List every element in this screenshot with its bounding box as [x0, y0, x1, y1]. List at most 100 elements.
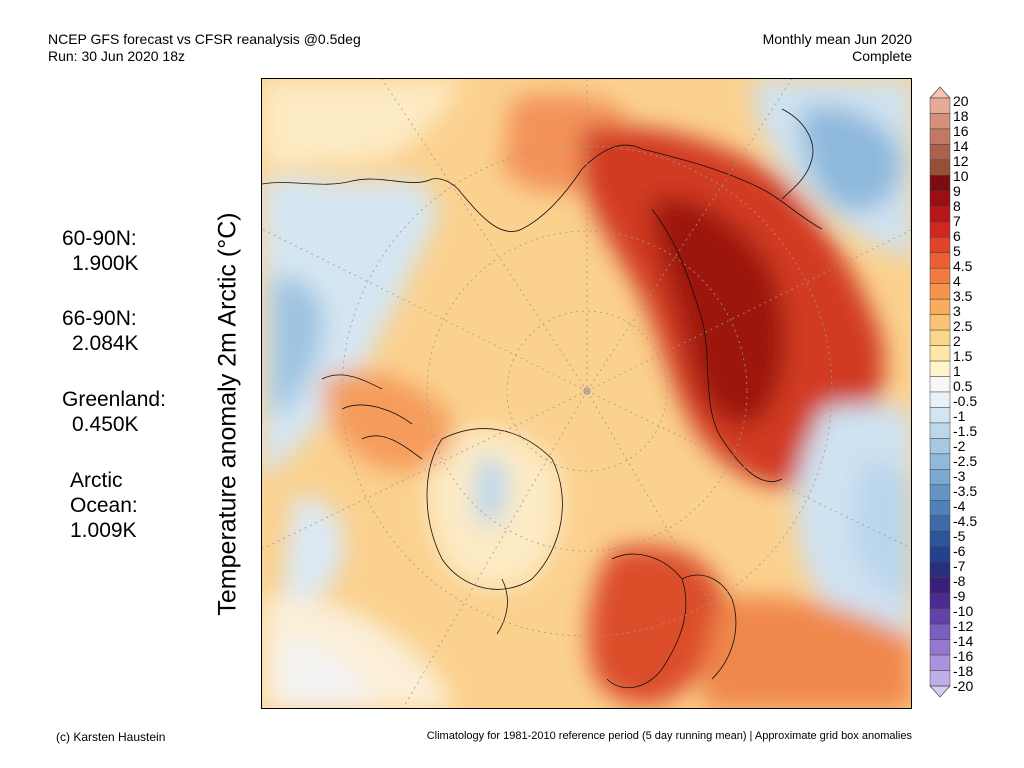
colorbar-tick-label: -10 [953, 603, 974, 619]
header-right: Monthly mean Jun 2020 Complete [763, 31, 912, 65]
colorbar-swatch [929, 670, 951, 687]
colorbar-tick-label: 9 [953, 183, 961, 199]
colorbar-swatch [929, 531, 951, 547]
colorbar-swatch [929, 654, 951, 671]
colorbar-tick-label: 10 [953, 168, 969, 184]
colorbar-min-arrow [929, 685, 951, 698]
axis-title: Temperature anomaly 2m Arctic (°C) [213, 212, 242, 616]
colorbar-swatch [929, 128, 951, 145]
colorbar-swatch [929, 422, 951, 439]
period-title: Monthly mean Jun 2020 [762, 31, 912, 47]
colorbar-swatch [929, 221, 951, 238]
colorbar-swatch [929, 283, 951, 300]
colorbar-tick-label: 1 [953, 363, 961, 379]
copyright: (c) Karsten Haustein [56, 730, 166, 744]
colorbar-tick-label: -1.5 [953, 423, 978, 439]
colorbar-tick-label: -18 [953, 663, 974, 679]
colorbar-tick-label: 18 [953, 108, 969, 124]
colorbar-swatch [929, 97, 951, 114]
colorbar-swatch [929, 345, 951, 362]
colorbar-tick-label: -20 [953, 678, 974, 694]
colorbar-swatch [929, 175, 951, 192]
colorbar-swatch [929, 314, 951, 331]
colorbar-tick-label: 4.5 [953, 258, 973, 274]
stat-66-90n: 66-90N: 2.084K [62, 306, 139, 356]
anomaly-field [262, 79, 911, 708]
colorbar-tick-label: -4.5 [953, 513, 978, 529]
colorbar-tick-label: -2.5 [953, 453, 978, 469]
colorbar-swatch [929, 144, 951, 161]
colorbar-tick-label: -3.5 [953, 483, 978, 499]
colorbar-tick-label: 12 [953, 153, 969, 169]
stat-value: 1.009K [70, 519, 137, 542]
colorbar-tick-label: -9 [953, 588, 966, 604]
stat-greenland: Greenland: 0.450K [62, 387, 166, 437]
colorbar-swatch [929, 267, 951, 284]
coastlines [262, 108, 823, 688]
colorbar-tick-label: -6 [953, 543, 966, 559]
colorbar-tick-label: 4 [953, 273, 961, 289]
stat-value: 2.084K [72, 332, 139, 355]
stat-value: 1.900K [72, 252, 139, 275]
colorbar-tick-label: -2 [953, 438, 966, 454]
colorbar-tick-label: 3.5 [953, 288, 973, 304]
stat-label: Ocean: [70, 494, 138, 517]
colorbar-tick-label: -8 [953, 573, 966, 589]
colorbar [929, 86, 951, 698]
map-canvas [262, 79, 911, 708]
colorbar-swatch [929, 329, 951, 346]
stat-label: 66-90N: [62, 307, 137, 330]
colorbar-tick-label: -3 [953, 468, 966, 484]
run-time: Run: 30 Jun 2020 18z [48, 48, 185, 64]
climatology-note: Climatology for 1981-2010 reference peri… [426, 730, 912, 742]
model-title: NCEP GFS forecast vs CFSR reanalysis @0.… [48, 31, 361, 47]
stat-60-90n: 60-90N: 1.900K [62, 226, 139, 276]
colorbar-swatch [929, 438, 951, 455]
colorbar-swatch [929, 577, 951, 594]
period-status: Complete [852, 48, 912, 64]
colorbar-swatch [929, 453, 951, 470]
colorbar-swatch [929, 623, 951, 640]
colorbar-swatch [929, 469, 951, 486]
stat-value: 0.450K [72, 413, 139, 436]
colorbar-swatch [929, 360, 951, 377]
colorbar-tick-label: 16 [953, 123, 969, 139]
colorbar-swatch [929, 546, 951, 563]
stat-arctic-ocean: Arctic Ocean: 1.009K [70, 468, 138, 543]
colorbar-tick-label: 6 [953, 228, 961, 244]
stat-label: Greenland: [62, 388, 166, 411]
colorbar-tick-label: 7 [953, 213, 961, 229]
colorbar-tick-label: -5 [953, 528, 966, 544]
colorbar-swatch [929, 252, 951, 269]
colorbar-tick-label: -16 [953, 648, 974, 664]
colorbar-swatch [929, 515, 951, 532]
colorbar-swatch [929, 484, 951, 501]
colorbar-tick-label: 2.5 [953, 318, 973, 334]
colorbar-swatch [929, 237, 951, 253]
colorbar-tick-label: -7 [953, 558, 966, 574]
colorbar-swatch [929, 190, 951, 207]
colorbar-tick-label: 0.5 [953, 378, 973, 394]
colorbar-tick-label: 1.5 [953, 348, 973, 364]
stat-label: Arctic [70, 469, 123, 492]
colorbar-swatch [929, 298, 951, 315]
colorbar-tick-label: 8 [953, 198, 961, 214]
colorbar-tick-label: -12 [953, 618, 974, 634]
colorbar-swatch [929, 376, 951, 393]
colorbar-swatch [929, 608, 951, 625]
colorbar-swatch [929, 407, 951, 424]
colorbar-tick-label: -14 [953, 633, 974, 649]
colorbar-tick-label: -1 [953, 408, 966, 424]
colorbar-max-arrow [929, 86, 951, 99]
colorbar-swatch [929, 391, 951, 408]
graticule [262, 79, 911, 708]
colorbar-swatch [929, 592, 951, 609]
colorbar-tick-label: 14 [953, 138, 969, 154]
colorbar-swatch [929, 113, 951, 130]
colorbar-swatch [929, 159, 951, 176]
colorbar-tick-label: -4 [953, 498, 966, 514]
colorbar-tick-label: 5 [953, 243, 961, 259]
stat-label: 60-90N: [62, 227, 137, 250]
header-left: NCEP GFS forecast vs CFSR reanalysis @0.… [48, 31, 361, 65]
colorbar-swatch [929, 206, 951, 223]
